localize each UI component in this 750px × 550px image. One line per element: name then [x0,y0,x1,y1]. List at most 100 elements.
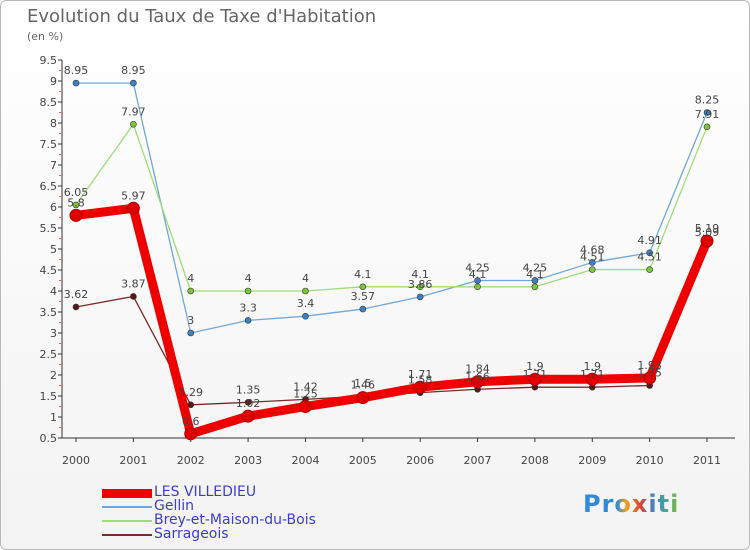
x-tick-label: 2011 [693,454,721,467]
data-point [72,201,80,209]
y-tick-label: 7.5 [40,138,58,151]
y-tick-label: 6.5 [40,180,58,193]
y-tick-label: 2.5 [40,348,58,361]
y-tick-label: 3 [50,327,57,340]
data-label: 4.1 [411,268,429,281]
y-tick-label: 0.5 [40,432,58,445]
data-label: 5.19 [695,222,720,235]
data-label: 7.91 [695,108,720,121]
data-point [187,329,195,337]
data-point [302,312,309,320]
x-tick-label: 2003 [234,454,262,467]
data-point [359,305,367,313]
legend-swatch [102,534,152,536]
data-label: 1.71 [580,368,605,381]
data-label: 1.35 [236,383,261,396]
data-point [244,317,252,324]
data-label: 4 [245,272,252,285]
data-label: 4.68 [580,243,605,256]
y-tick-label: 1 [50,411,57,424]
y-tick-label: 1.5 [40,390,58,403]
legend-label: Gellin [154,498,195,514]
data-label: 0.6 [182,415,200,428]
legend-swatch [102,488,152,498]
data-point [474,283,481,291]
data-label: 4.91 [637,234,662,247]
data-point [416,283,424,291]
y-tick-label: 8.5 [40,96,58,109]
data-label: 1.58 [408,374,433,387]
data-point [187,287,195,295]
data-point [241,409,255,423]
legend-label: Sarrageois [154,526,229,542]
data-point [126,201,140,215]
data-label: 1.29 [178,386,203,399]
y-tick-label: 6 [50,201,57,214]
x-tick-label: 2000 [62,454,90,467]
y-tick-label: 2 [50,369,57,382]
data-label: 4.25 [523,262,548,275]
data-label: 1.66 [465,370,490,383]
y-tick-label: 4 [50,285,57,298]
y-tick-label: 3.5 [40,306,58,319]
data-point [72,79,80,87]
legend-swatch [102,520,152,522]
data-label: 3.86 [408,278,433,291]
series-line [71,203,712,439]
data-label: 3.62 [64,288,89,301]
x-tick-label: 2004 [291,454,319,467]
y-tick-label: 5.5 [40,222,58,235]
data-label: 3 [187,314,194,327]
data-point [700,234,714,248]
data-point [528,372,542,386]
data-label: 4.51 [637,251,662,264]
data-label: 3.57 [351,290,376,303]
data-point [130,293,137,300]
data-point [130,79,137,87]
data-point [416,293,424,301]
chart-title: Evolution du Taux de Taxe d'Habitation [27,6,377,27]
legend-swatch [102,506,152,508]
y-tick-label: 9 [50,75,57,88]
legend-label: Brey-et-Maison-du-Bois [154,512,316,528]
brand-logo: Proxiti [583,490,680,518]
data-label: 1.02 [236,397,261,410]
y-tick-label: 7 [50,159,57,172]
data-point [413,380,427,394]
data-label: 1.93 [637,359,662,372]
data-point [646,249,653,257]
data-label: 5.97 [121,189,146,202]
data-label: 1.71 [523,368,548,381]
data-label: 3.87 [121,277,146,290]
y-tick-label: 9.5 [40,54,58,67]
y-tick-label: 4.5 [40,264,58,277]
x-tick-label: 2002 [177,454,205,467]
series-line [75,123,708,292]
x-tick-label: 2009 [578,454,606,467]
data-point [130,120,137,128]
data-label: 4.51 [580,251,605,264]
x-tick-label: 2008 [521,454,549,467]
data-label: 8.25 [695,94,720,107]
data-label: 4.1 [354,268,372,281]
data-label: 5.09 [695,226,720,239]
data-label: 1.71 [408,368,433,381]
data-point [703,109,711,116]
data-label: 3.4 [297,297,315,310]
data-point [643,371,657,385]
x-tick-label: 2010 [636,454,664,467]
legend-label: LES VILLEDIEU [154,484,257,500]
y-tick-label: 5 [50,243,57,256]
x-tick-label: 2006 [406,454,434,467]
y-tick-label: 8 [50,117,57,130]
data-point [646,266,653,273]
series-line [75,82,708,334]
data-point [471,375,485,389]
data-label: 1.46 [351,379,376,392]
data-point [531,283,539,291]
data-label: 1.84 [465,363,490,376]
data-point [184,427,198,441]
data-label: 7.97 [121,105,146,118]
